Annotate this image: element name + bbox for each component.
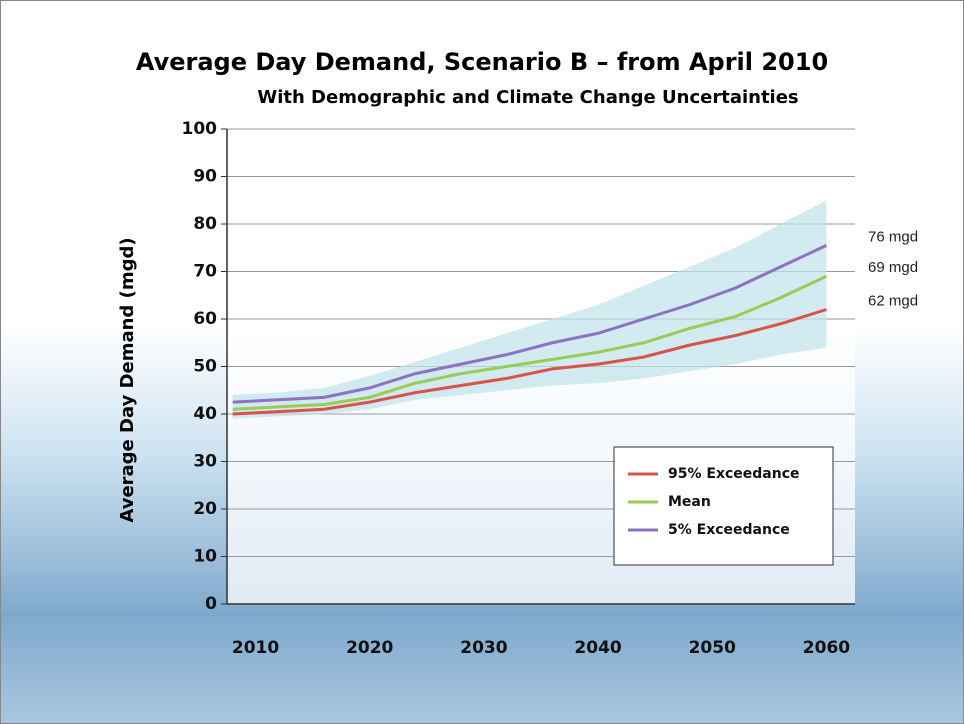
series-line	[232, 308, 827, 416]
x-tick-label: 2020	[346, 638, 393, 658]
legend-label: Mean	[668, 494, 711, 510]
y-tick-label: 50	[193, 357, 217, 377]
x-tick-label: 2060	[803, 638, 850, 658]
y-tick-label: 60	[193, 309, 217, 329]
y-tick-label: 10	[193, 547, 217, 567]
legend-label: 95% Exceedance	[668, 466, 800, 482]
uncertainty-band	[232, 200, 827, 419]
y-tick-label: 70	[193, 262, 217, 282]
x-tick-label: 2010	[232, 638, 279, 658]
y-tick-label: 80	[193, 214, 217, 234]
y-axis-label: Average Day Demand (mgd)	[117, 237, 138, 522]
chart-subtitle: With Demographic and Climate Change Unce…	[257, 87, 798, 108]
legend-box	[613, 446, 834, 566]
x-tick-label: 2030	[460, 638, 507, 658]
end-label: 69 mgd	[868, 259, 918, 276]
end-label: 62 mgd	[868, 292, 918, 309]
x-tick-label: 2040	[574, 638, 621, 658]
end-label: 76 mgd	[868, 228, 918, 245]
series-line	[232, 244, 828, 404]
chart-title: Average Day Demand, Scenario B – from Ap…	[136, 48, 828, 76]
y-tick-label: 100	[182, 119, 218, 139]
legend-label: 5% Exceedance	[668, 522, 790, 538]
series-line	[232, 274, 828, 411]
y-tick-label: 40	[193, 404, 217, 424]
y-tick-label: 30	[193, 452, 217, 472]
y-tick-label: 20	[193, 499, 217, 519]
x-tick-label: 2050	[689, 638, 736, 658]
y-tick-label: 90	[193, 167, 217, 187]
y-tick-label: 0	[205, 594, 217, 614]
